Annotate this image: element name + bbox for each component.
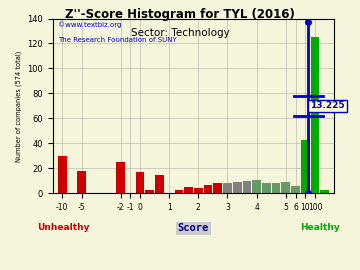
Bar [320,190,329,194]
Bar [223,183,232,194]
Text: Unhealthy: Unhealthy [37,223,90,232]
Text: The Research Foundation of SUNY: The Research Foundation of SUNY [58,37,177,43]
Bar [252,180,261,194]
Text: Z''-Score Histogram for TYL (2016): Z''-Score Histogram for TYL (2016) [65,8,295,21]
Text: Healthy: Healthy [301,223,340,232]
Text: Sector: Technology: Sector: Technology [131,28,229,38]
Bar [145,190,154,194]
Bar [262,183,271,194]
Bar [175,190,183,194]
Bar [272,183,280,194]
Bar [184,187,193,194]
Bar [194,188,203,194]
Bar [233,182,242,194]
Text: ©www.textbiz.org: ©www.textbiz.org [58,21,122,28]
Bar [136,172,144,194]
Bar [155,175,164,194]
Bar [204,185,212,194]
Bar [301,140,310,194]
Bar [243,181,251,194]
Text: Score: Score [178,223,209,233]
Bar [116,162,125,194]
Bar [213,183,222,194]
Bar [311,37,319,194]
Text: 13.225: 13.225 [310,102,345,110]
Bar [291,186,300,194]
Bar [282,182,290,194]
Bar [77,171,86,194]
Y-axis label: Number of companies (574 total): Number of companies (574 total) [15,50,22,162]
Bar [58,156,67,194]
